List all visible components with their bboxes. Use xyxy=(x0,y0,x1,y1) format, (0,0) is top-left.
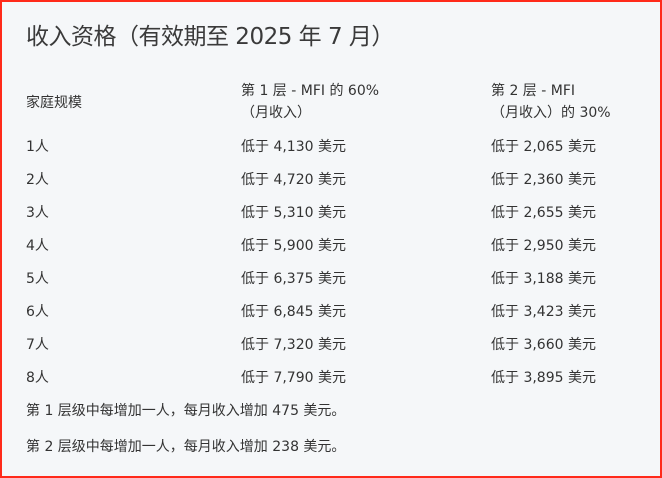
table-cell-tier2: 低于 3,423 美元 xyxy=(491,304,596,320)
table-cell-household-size: 6人 xyxy=(26,304,49,320)
table-cell-household-size: 1人 xyxy=(26,139,49,155)
header-tier1-line1: 第 1 层 - MFI 的 60% xyxy=(241,83,380,99)
table-cell-tier1: 低于 5,900 美元 xyxy=(241,238,346,254)
table-cell-tier1: 低于 6,375 美元 xyxy=(241,271,346,287)
table-cell-tier1: 低于 4,720 美元 xyxy=(241,172,346,188)
header-tier2-line2: （月收入）的 30% xyxy=(491,105,611,121)
note-tier1: 第 1 层级中每增加一人，每月收入增加 475 美元。 xyxy=(26,403,346,419)
table-cell-household-size: 8人 xyxy=(26,370,49,386)
table-cell-tier1: 低于 6,845 美元 xyxy=(241,304,346,320)
table-cell-tier1: 低于 5,310 美元 xyxy=(241,205,346,221)
note-tier2: 第 2 层级中每增加一人，每月收入增加 238 美元。 xyxy=(26,439,346,455)
table-cell-tier1: 低于 7,790 美元 xyxy=(241,370,346,386)
header-tier2: 第 2 层 - MFI （月收入）的 30% xyxy=(491,80,611,124)
header-tier1: 第 1 层 - MFI 的 60% （月收入） xyxy=(241,80,379,124)
table-cell-tier2: 低于 3,188 美元 xyxy=(491,271,596,287)
table-cell-household-size: 3人 xyxy=(26,205,49,221)
table-cell-household-size: 5人 xyxy=(26,271,49,287)
table-cell-tier1: 低于 7,320 美元 xyxy=(241,337,346,353)
table-cell-tier1: 低于 4,130 美元 xyxy=(241,139,346,155)
header-household-size: 家庭规模 xyxy=(26,95,82,111)
table-cell-tier2: 低于 2,360 美元 xyxy=(491,172,596,188)
table-cell-household-size: 7人 xyxy=(26,337,49,353)
table-cell-tier2: 低于 3,660 美元 xyxy=(491,337,596,353)
header-tier1-line2: （月收入） xyxy=(241,105,311,121)
table-cell-household-size: 4人 xyxy=(26,238,49,254)
table-cell-tier2: 低于 2,950 美元 xyxy=(491,238,596,254)
page-title: 收入资格（有效期至 2025 年 7 月） xyxy=(26,24,394,50)
header-tier2-line1: 第 2 层 - MFI xyxy=(491,83,576,99)
table-cell-household-size: 2人 xyxy=(26,172,49,188)
table-cell-tier2: 低于 3,895 美元 xyxy=(491,370,596,386)
table-cell-tier2: 低于 2,065 美元 xyxy=(491,139,596,155)
table-cell-tier2: 低于 2,655 美元 xyxy=(491,205,596,221)
